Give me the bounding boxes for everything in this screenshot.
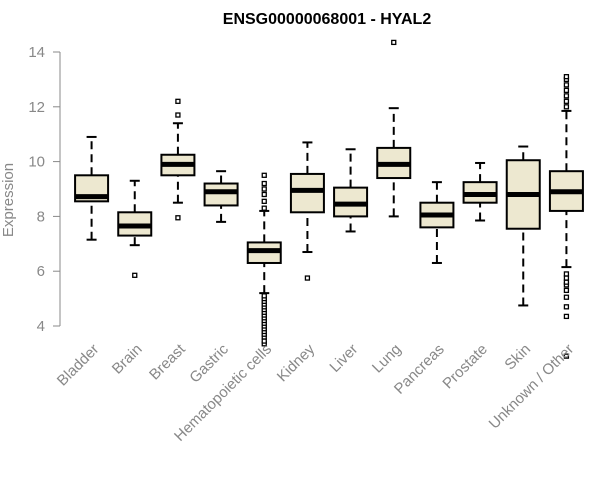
y-axis: 4 6 8 10 12 14 <box>28 44 61 335</box>
y-axis-title: Expression <box>0 163 17 237</box>
outlier-point <box>563 353 570 359</box>
box-pancreas <box>419 181 455 264</box>
chart-title: ENSG00000068001 - HYAL2 <box>223 11 432 28</box>
box-prostate <box>462 161 498 222</box>
x-category-label: Bladder <box>54 341 103 390</box>
box-lung <box>376 39 412 218</box>
box-brain <box>117 179 153 278</box>
outlier-point <box>261 293 267 299</box>
box-breast <box>160 98 196 221</box>
outlier-point <box>563 294 570 300</box>
y-tick-label: 14 <box>28 44 45 61</box>
x-category-label: Skin <box>501 341 534 374</box>
y-tick-label: 6 <box>37 263 45 280</box>
outlier-point <box>261 191 267 198</box>
outlier-point <box>261 180 267 187</box>
outlier-point <box>175 112 181 118</box>
box-rect <box>289 172 325 214</box>
x-category-label: Lung <box>369 341 405 377</box>
outlier-point <box>563 93 570 99</box>
box-kidney <box>289 141 325 281</box>
outlier-point <box>261 186 267 192</box>
box-gastric <box>203 170 239 223</box>
y-tick-label: 8 <box>37 208 45 225</box>
outlier-point <box>132 272 138 278</box>
outlier-point <box>563 271 570 277</box>
x-category-label: Prostate <box>439 341 491 393</box>
outlier-point <box>391 39 397 46</box>
y-tick-label: 4 <box>37 318 45 335</box>
outlier-point <box>261 198 267 204</box>
x-category-label: Liver <box>326 341 361 376</box>
y-tick-label: 10 <box>28 154 45 171</box>
box-unknown-other <box>548 74 584 359</box>
outlier-point <box>563 98 570 104</box>
outlier-point <box>175 215 181 221</box>
outlier-point <box>175 98 181 104</box>
boxes-group <box>74 39 584 359</box>
y-tick-label: 12 <box>28 99 45 116</box>
box-skin <box>505 145 541 307</box>
outlier-point <box>563 287 570 294</box>
box-hematopoietic-cells <box>246 172 282 347</box>
box-liver <box>333 148 369 233</box>
x-category-label: Kidney <box>274 340 319 385</box>
box-rect <box>203 182 239 207</box>
outlier-point <box>563 313 570 320</box>
outlier-point <box>563 87 570 94</box>
outlier-point <box>563 74 570 80</box>
outlier-point <box>563 104 570 110</box>
outlier-point <box>563 304 570 310</box>
outlier-point <box>563 279 570 285</box>
box-bladder <box>74 135 110 241</box>
outlier-point <box>563 275 570 281</box>
outlier-point <box>304 275 311 281</box>
x-category-label: Brain <box>109 341 146 378</box>
outlier-point <box>261 205 267 211</box>
x-category-label: Breast <box>146 340 189 383</box>
outlier-point <box>261 172 267 178</box>
outlier-point <box>563 82 570 88</box>
